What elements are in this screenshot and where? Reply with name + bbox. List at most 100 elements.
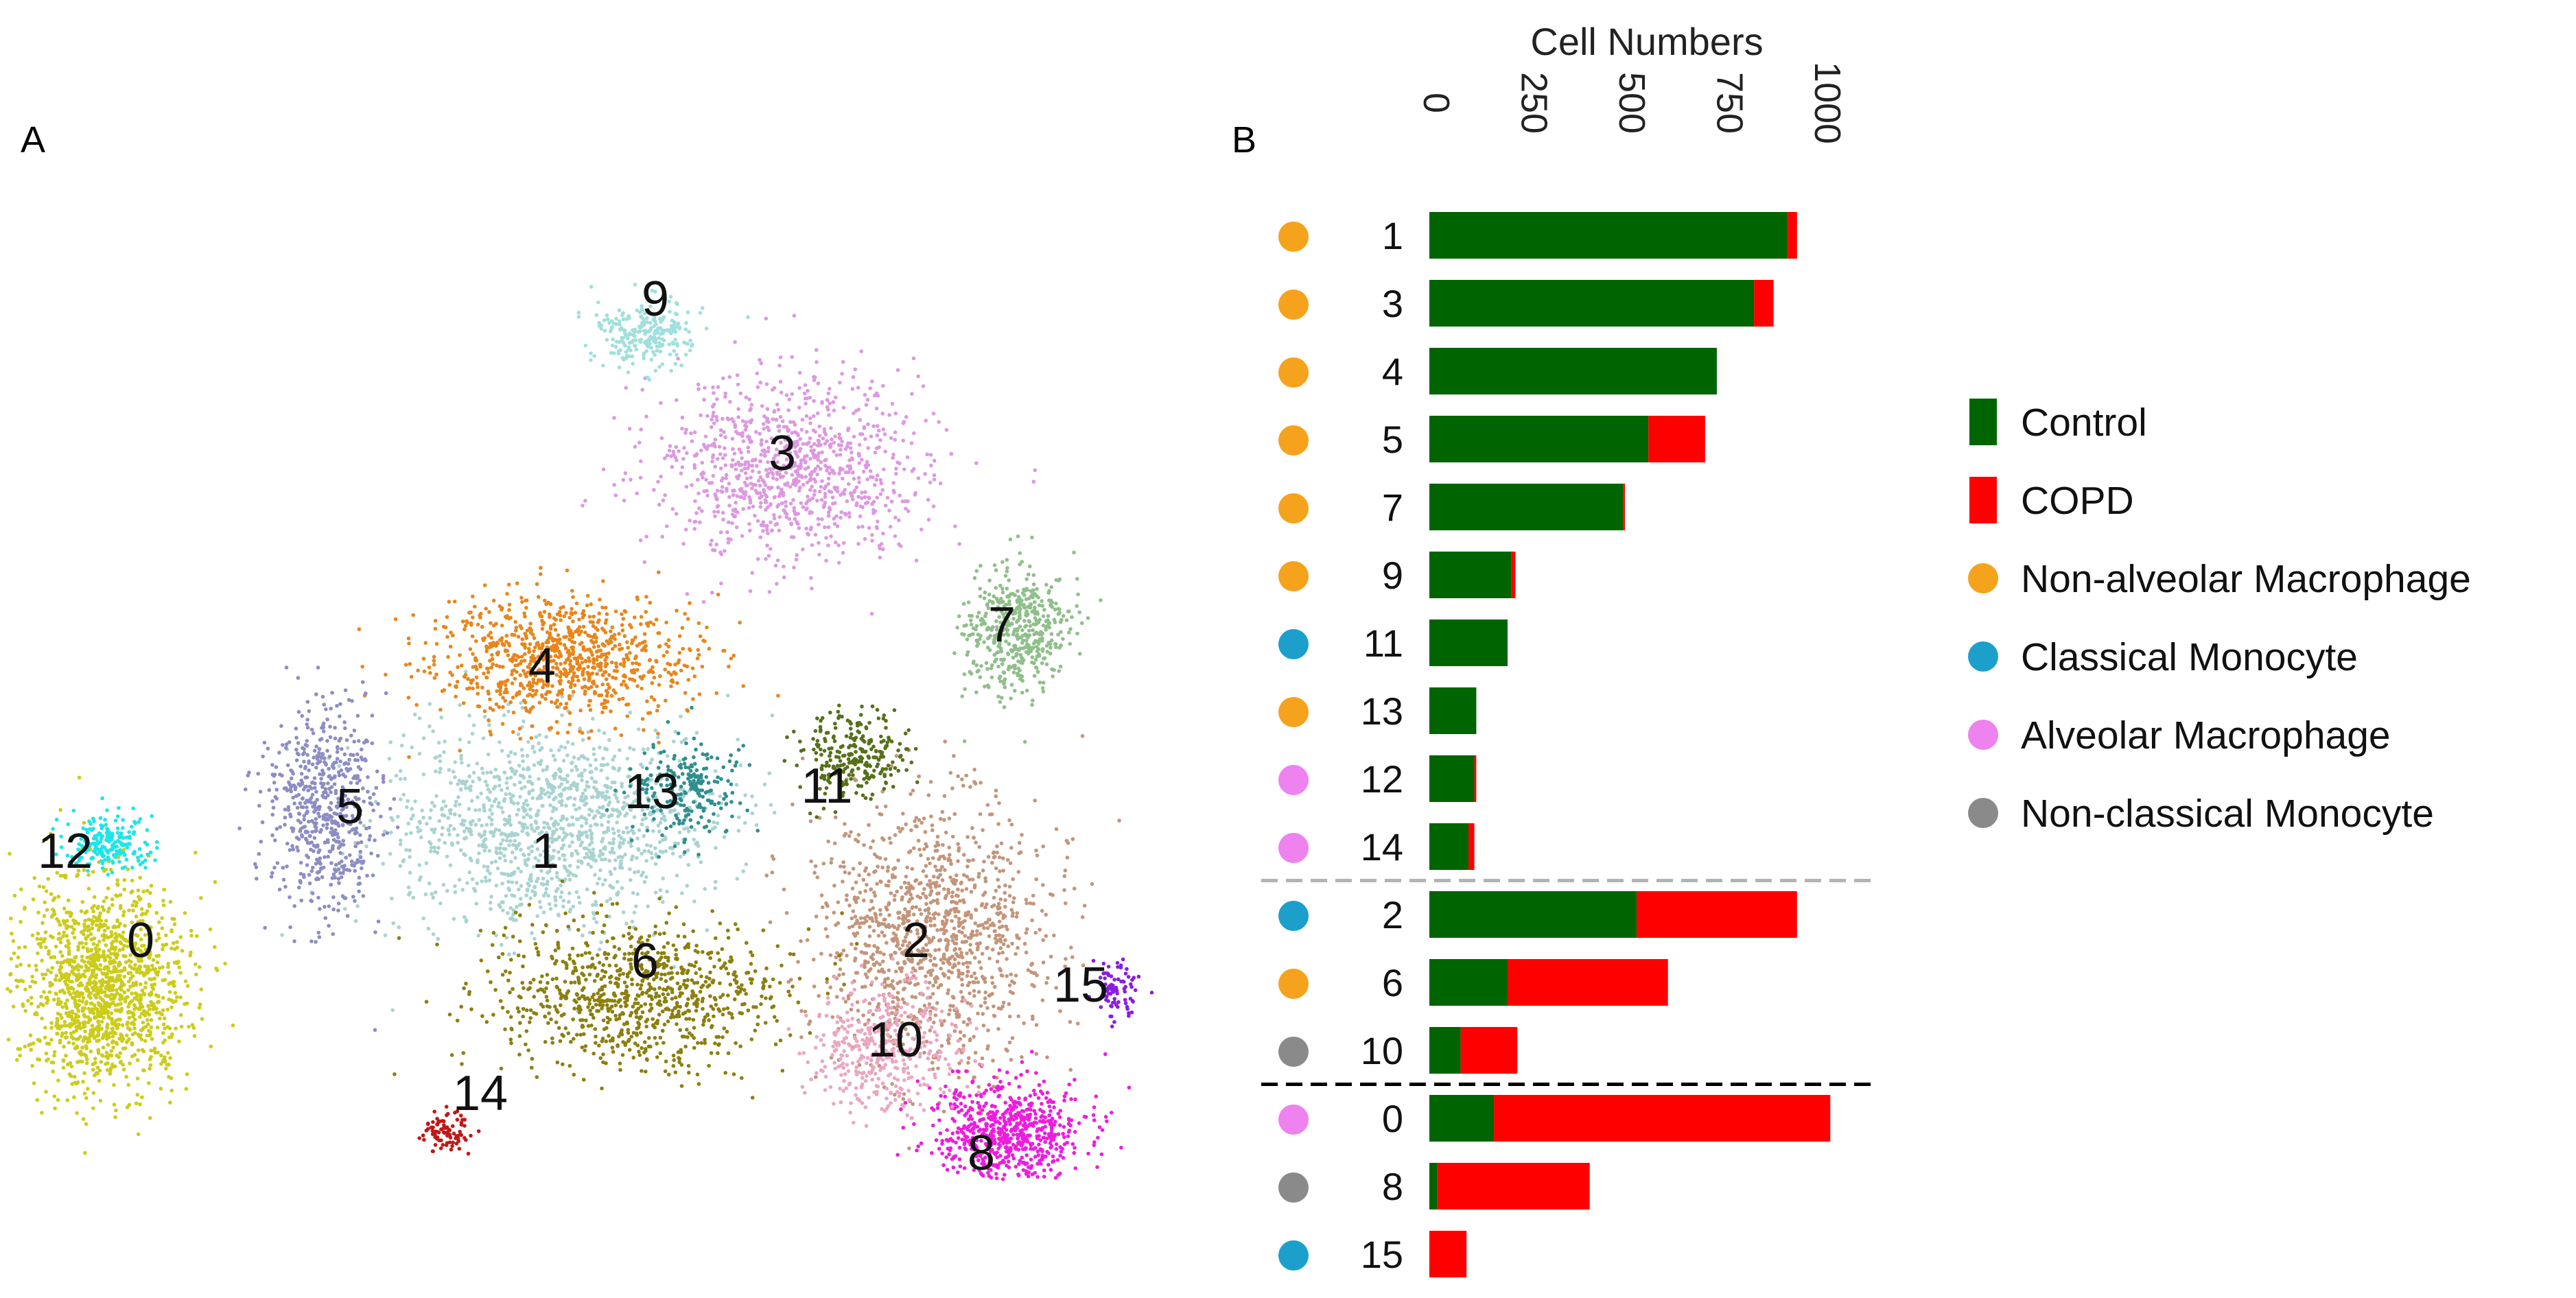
cell-point bbox=[532, 763, 537, 767]
cell-point bbox=[161, 1008, 165, 1013]
cell-point bbox=[401, 858, 406, 862]
cell-point bbox=[482, 832, 487, 837]
cell-point bbox=[102, 990, 107, 994]
cell-point bbox=[723, 446, 727, 451]
cell-point bbox=[43, 930, 48, 934]
cell-point bbox=[482, 829, 487, 834]
cell-point bbox=[888, 525, 893, 529]
cell-point bbox=[806, 532, 810, 536]
cell-point bbox=[91, 969, 96, 974]
cell-point bbox=[35, 936, 40, 941]
cell-point bbox=[535, 914, 539, 919]
cell-point bbox=[736, 829, 741, 833]
cell-point bbox=[462, 829, 467, 834]
cell-point bbox=[679, 668, 683, 673]
cell-point bbox=[920, 821, 924, 825]
cell-point bbox=[924, 974, 928, 978]
cell-point bbox=[921, 384, 926, 388]
cell-point bbox=[140, 988, 145, 993]
cell-point bbox=[126, 979, 131, 984]
cell-point bbox=[808, 436, 812, 440]
cell-point bbox=[858, 916, 863, 920]
cell-point bbox=[963, 919, 967, 923]
cell-point bbox=[758, 491, 762, 495]
cell-point bbox=[942, 956, 947, 961]
cell-point bbox=[686, 826, 690, 830]
cell-point bbox=[742, 821, 747, 825]
cell-point bbox=[86, 934, 91, 939]
cell-point bbox=[124, 995, 128, 1000]
cell-point bbox=[541, 768, 546, 772]
cell-point bbox=[731, 419, 736, 424]
cell-point bbox=[513, 831, 518, 836]
cell-point bbox=[965, 835, 970, 839]
cell-point bbox=[501, 838, 505, 842]
cell-point bbox=[791, 420, 796, 425]
cell-point bbox=[1052, 933, 1056, 938]
cell-point bbox=[54, 944, 58, 949]
cell-point bbox=[899, 885, 904, 890]
cell-point bbox=[462, 818, 467, 823]
cell-point bbox=[758, 505, 763, 509]
cell-point bbox=[83, 1029, 87, 1034]
cell-point bbox=[737, 447, 742, 451]
cell-point bbox=[675, 681, 679, 685]
cell-point bbox=[854, 501, 859, 506]
cell-point bbox=[661, 838, 666, 842]
cell-point bbox=[104, 867, 108, 872]
cell-point bbox=[977, 845, 982, 849]
cell-point bbox=[507, 602, 512, 607]
cell-point bbox=[112, 965, 117, 969]
cell-point bbox=[36, 951, 40, 956]
cell-point bbox=[64, 1030, 68, 1035]
cell-point bbox=[539, 869, 543, 873]
cell-point bbox=[914, 816, 919, 820]
cell-point bbox=[620, 781, 624, 786]
cell-point bbox=[914, 558, 919, 563]
cell-point bbox=[214, 966, 218, 971]
cell-point bbox=[1017, 936, 1021, 941]
cell-point bbox=[675, 458, 679, 462]
cell-point bbox=[903, 907, 907, 912]
cell-point bbox=[59, 960, 63, 965]
cell-point bbox=[148, 904, 152, 908]
cell-point bbox=[76, 1037, 80, 1041]
cell-point bbox=[549, 748, 553, 753]
cell-point bbox=[665, 453, 670, 458]
cell-point bbox=[561, 759, 566, 763]
cell-point bbox=[101, 1046, 106, 1050]
cell-point bbox=[672, 453, 676, 457]
cell-point bbox=[80, 1059, 84, 1064]
cell-point bbox=[75, 1111, 79, 1116]
cell-point bbox=[114, 1108, 118, 1113]
cell-point bbox=[990, 981, 995, 985]
cell-point bbox=[902, 1092, 906, 1096]
cell-point bbox=[863, 889, 867, 893]
cell-point bbox=[1072, 886, 1077, 890]
cell-point bbox=[44, 889, 49, 893]
cell-point bbox=[159, 1087, 163, 1091]
cell-point bbox=[944, 894, 948, 898]
cell-point bbox=[953, 910, 957, 914]
cell-point bbox=[71, 1041, 75, 1046]
cell-point bbox=[433, 755, 438, 760]
cell-point bbox=[93, 1057, 97, 1061]
cell-point bbox=[484, 823, 489, 827]
cell-point bbox=[134, 1101, 139, 1106]
cell-point bbox=[1040, 998, 1045, 1002]
cell-point bbox=[49, 970, 53, 975]
cell-point bbox=[990, 947, 995, 952]
cell-point bbox=[1035, 973, 1039, 978]
cell-point bbox=[388, 851, 393, 856]
cell-point bbox=[172, 980, 176, 984]
cell-point bbox=[119, 997, 124, 1001]
cell-point bbox=[530, 889, 535, 893]
cell-point bbox=[95, 955, 100, 959]
cell-point bbox=[69, 914, 73, 918]
cell-point bbox=[54, 974, 59, 978]
cell-point bbox=[559, 803, 564, 807]
cell-point bbox=[636, 727, 641, 731]
cell-point bbox=[75, 1080, 80, 1085]
cell-point bbox=[799, 501, 804, 506]
cell-point bbox=[761, 529, 765, 533]
